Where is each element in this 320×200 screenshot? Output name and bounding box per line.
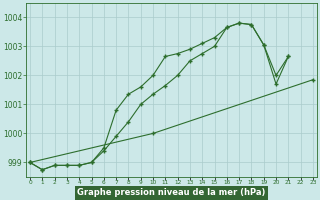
X-axis label: Graphe pression niveau de la mer (hPa): Graphe pression niveau de la mer (hPa) xyxy=(77,188,266,197)
